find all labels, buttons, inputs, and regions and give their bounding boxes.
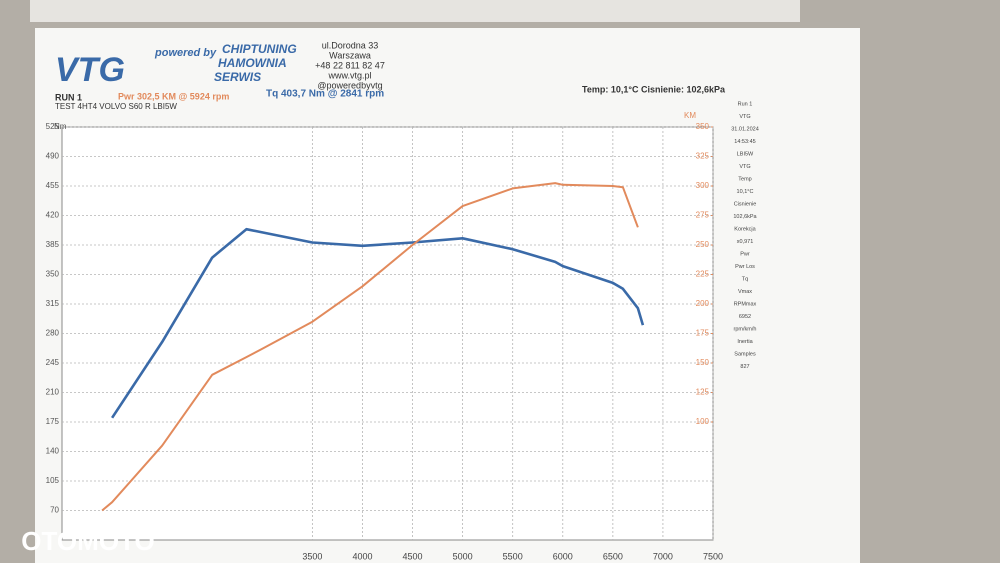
y2-tick-label: 250 (696, 240, 710, 249)
sidebar-text: 827 (740, 364, 749, 370)
x-tick-label: 5000 (453, 551, 473, 561)
sidebar-text: x0,971 (737, 239, 754, 245)
address: www.vtg.pl (327, 70, 371, 80)
service: CHIPTUNING (222, 42, 297, 56)
sidebar-text: 10,1°C (737, 189, 754, 195)
pwr-summary: Pwr 302,5 KM @ 5924 rpm (118, 91, 229, 101)
tagline: powered by (154, 47, 217, 59)
y-tick-label: 175 (46, 417, 60, 426)
y-tick-label: 105 (46, 476, 60, 485)
sidebar-text: Vmax (738, 289, 752, 295)
sidebar-text: RPMmax (734, 301, 757, 307)
y2-tick-label: 200 (696, 299, 710, 308)
watermark: OTOMOTO (21, 526, 154, 556)
sidebar-text: Samples (734, 351, 756, 357)
x-tick-label: 6000 (553, 551, 573, 561)
sidebar-text: 102,6kPa (733, 214, 757, 220)
y-tick-label: 455 (46, 181, 60, 190)
y2-tick-label: 225 (696, 270, 710, 279)
y2-tick-label: 350 (696, 122, 710, 131)
conditions: Temp: 10,1°C Cisnienie: 102,6kPa (582, 84, 726, 94)
tq-summary: Tq 403,7 Nm @ 2841 rpm (266, 89, 384, 100)
y2-tick-label: 300 (696, 181, 710, 190)
sidebar-text: Cisnienie (734, 201, 757, 207)
y-tick-label: 385 (46, 240, 60, 249)
address: ul.Dorodna 33 (322, 40, 379, 50)
y2-tick-label: 175 (696, 329, 710, 338)
y2-tick-label: 100 (696, 417, 710, 426)
line-series (101, 182, 639, 512)
y2-tick-label: 125 (696, 388, 710, 397)
x-tick-label: 4000 (352, 551, 372, 561)
y-tick-label: 525 (46, 122, 60, 131)
x-tick-label: 3500 (302, 551, 322, 561)
sidebar-text: Pwr Los (735, 264, 755, 270)
x-tick-label: 5500 (503, 551, 523, 561)
y-tick-label: 70 (50, 506, 59, 515)
address: +48 22 811 82 47 (315, 60, 385, 70)
line-series (111, 227, 645, 419)
x-tick-label: 7500 (703, 551, 723, 561)
y-tick-label: 315 (46, 299, 60, 308)
y-tick-label: 420 (46, 211, 60, 220)
sidebar-text: Tq (742, 276, 748, 282)
y-tick-label: 280 (46, 329, 60, 338)
sidebar-text: LBI5W (737, 151, 754, 157)
sidebar-text: 31.01.2024 (731, 126, 759, 132)
y2-tick-label: 325 (696, 152, 710, 161)
y-tick-label: 350 (46, 270, 60, 279)
logo: VTG (55, 51, 125, 89)
sidebar-text: Korekcja (734, 226, 756, 232)
y-tick-label: 210 (46, 388, 60, 397)
sidebar-text: VTG (739, 164, 750, 170)
test: TEST 4HT4 VOLVO S60 R LBI5W (55, 102, 177, 111)
run: RUN 1 (55, 92, 82, 102)
sidebar-text: VTG (739, 114, 750, 120)
sidebar-text: rpm/km/h (734, 326, 757, 332)
sidebar-text: Run 1 (738, 101, 753, 107)
address: Warszawa (329, 50, 371, 60)
sidebar-text: 14:53:45 (734, 139, 755, 145)
address: @poweredbyvtg (317, 80, 382, 90)
sidebar-text: Inertia (737, 339, 753, 345)
y-tick-label: 140 (46, 447, 60, 456)
y-axis-title: Nm (54, 122, 67, 131)
y2-axis-title: KM (684, 111, 696, 120)
y2-tick-label: 150 (696, 358, 710, 367)
y2-tick-label: 275 (696, 211, 710, 220)
service: SERWIS (214, 70, 261, 84)
sidebar-text: Temp (738, 176, 751, 182)
x-tick-label: 7000 (653, 551, 673, 561)
y-tick-label: 490 (46, 152, 60, 161)
x-tick-label: 4500 (403, 551, 423, 561)
sidebar-text: Pwr (740, 251, 750, 257)
y-tick-label: 245 (46, 358, 60, 367)
x-tick-label: 6500 (603, 551, 623, 561)
sheet-top (30, 0, 800, 22)
service: HAMOWNIA (218, 56, 287, 70)
sidebar-text: 6952 (739, 314, 751, 320)
